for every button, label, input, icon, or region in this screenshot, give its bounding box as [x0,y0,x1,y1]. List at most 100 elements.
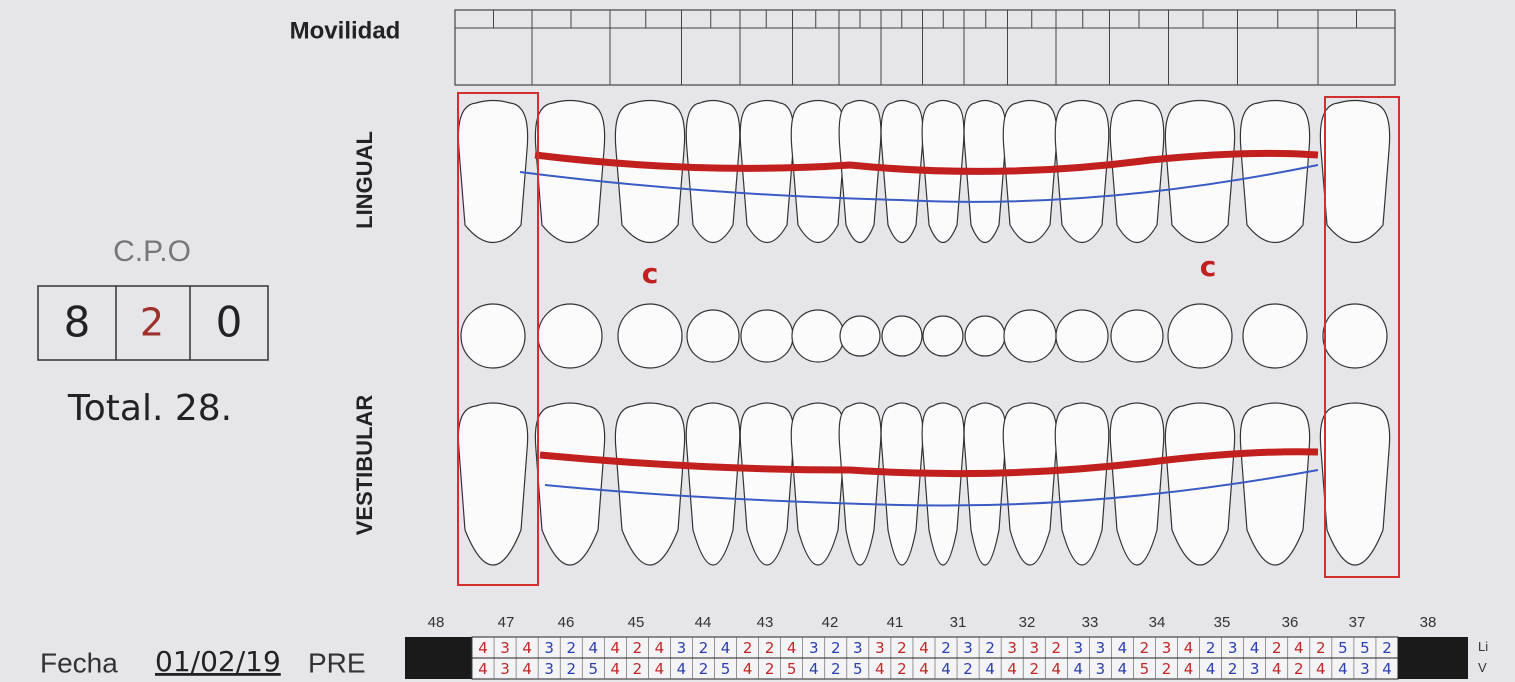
probing-value: 2 [633,639,643,657]
probing-value: 4 [721,639,731,657]
tooth-number: 44 [695,614,712,631]
probing-value: 4 [588,639,598,657]
probing-value: 5 [721,660,731,678]
probing-value: 5 [1140,660,1150,678]
stage: PRE [308,647,366,678]
tooth-occlusal [1323,304,1387,368]
probing-value: 3 [1074,639,1084,657]
probing-value: 4 [743,660,753,678]
probing-value: 4 [655,660,665,678]
probing-value: 4 [1338,660,1348,678]
probing-value: 4 [522,639,532,657]
probing-row-label: V [1478,660,1487,675]
probing-value: 5 [1360,639,1370,657]
probing-value: 3 [500,639,510,657]
probing-value: 4 [1074,660,1084,678]
probing-value: 5 [1338,639,1348,657]
probing-value: 2 [699,660,709,678]
tooth [458,101,527,243]
page: Movilidad LINGUAL VESTIBULAR C.P.O 8 2 0… [0,0,1515,682]
cpo-o: 0 [216,298,243,347]
caries-mark: c [642,257,659,290]
tooth-number: 42 [822,614,839,631]
tooth-number: 34 [1149,614,1166,631]
probing-value: 2 [566,660,576,678]
tooth-number: 46 [558,614,575,631]
caries-mark: c [1200,250,1217,283]
tooth-occlusal [965,316,1005,356]
probing-value: 2 [1140,639,1150,657]
probing-value: 2 [831,660,841,678]
tooth-number: 38 [1420,614,1437,631]
probing-value: 4 [655,639,665,657]
probing-value: 2 [765,660,775,678]
probing-value: 4 [809,660,819,678]
probing-value: 2 [1206,639,1216,657]
probing-value: 3 [544,639,554,657]
tooth-occlusal [792,310,844,362]
tooth [1165,101,1234,243]
probing-value: 2 [1316,639,1326,657]
lingual-label: LINGUAL [352,131,377,229]
probing-value: 4 [1118,660,1128,678]
probing-value: 4 [1007,660,1017,678]
probing-value: 4 [787,639,797,657]
probing-value: 2 [1162,660,1172,678]
tooth [791,101,845,243]
probing-value: 3 [1096,660,1106,678]
probing-value: 4 [1184,639,1194,657]
probing-value: 2 [1272,639,1282,657]
probing-value: 4 [1294,639,1304,657]
probing-value: 2 [1294,660,1304,678]
tooth [615,101,684,243]
probing-value: 4 [478,639,488,657]
tooth-number: 33 [1082,614,1099,631]
tooth-occlusal [1056,310,1108,362]
tooth-occlusal [840,316,880,356]
probing-value: 4 [522,660,532,678]
probing-value: 4 [1206,660,1216,678]
probing-block [405,637,472,679]
probing-value: 2 [1051,639,1061,657]
probing-value: 4 [1272,660,1282,678]
tooth [1320,101,1389,243]
tooth-number: 47 [498,614,515,631]
probing-value: 4 [919,660,929,678]
probing-value: 2 [831,639,841,657]
tooth-occlusal [1168,304,1232,368]
tooth-occlusal [538,304,602,368]
tooth-number: 36 [1282,614,1299,631]
tooth [1240,101,1309,243]
probing-value: 4 [919,639,929,657]
probing-value: 3 [875,639,885,657]
probing-value: 3 [1162,639,1172,657]
cpo-p: 2 [140,301,164,345]
probing-value: 2 [1228,660,1238,678]
probing-value: 3 [1360,660,1370,678]
tooth-number: 31 [950,614,967,631]
tooth-occlusal [618,304,682,368]
probing-value: 2 [633,660,643,678]
probing-value: 2 [897,639,907,657]
periodontogram: Movilidad LINGUAL VESTIBULAR C.P.O 8 2 0… [0,0,1515,682]
tooth [1110,101,1164,243]
probing-value: 2 [897,660,907,678]
tooth-number: 45 [628,614,645,631]
tooth-occlusal [1243,304,1307,368]
probing-value: 4 [611,639,621,657]
tooth-occlusal [923,316,963,356]
probing-value: 4 [1316,660,1326,678]
tooth-number: 41 [887,614,904,631]
probing-value: 2 [699,639,709,657]
probing-value: 3 [1228,639,1238,657]
tooth-number: 43 [757,614,774,631]
tooth-number: 37 [1349,614,1366,631]
probing-value: 4 [941,660,951,678]
date-label: Fecha [40,647,118,678]
tooth-number: 32 [1019,614,1036,631]
probing-value: 4 [478,660,488,678]
probing-block [1398,637,1468,679]
probing-value: 4 [1382,660,1392,678]
probing-value: 5 [588,660,598,678]
tooth-number: 48 [428,614,445,631]
